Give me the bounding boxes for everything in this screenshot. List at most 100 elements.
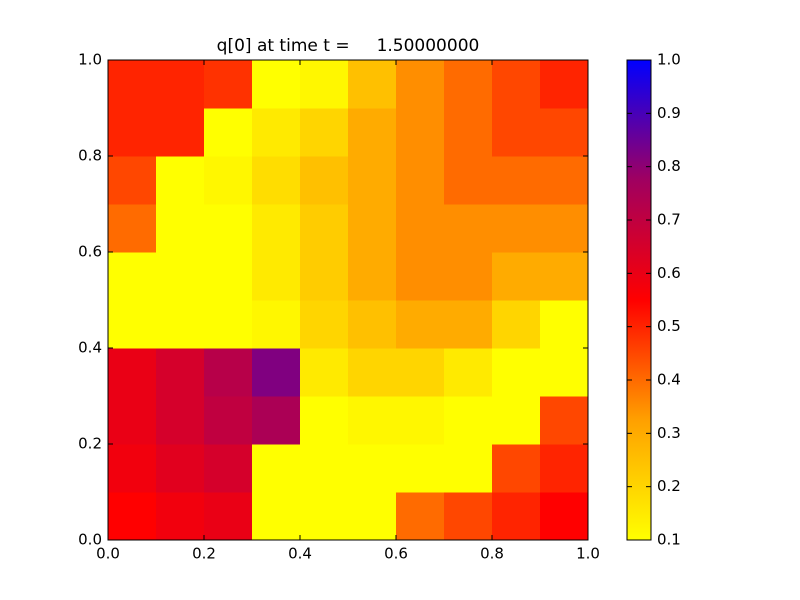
x-tick-label: 0.8 xyxy=(480,545,504,563)
heat-cell xyxy=(300,444,349,493)
colorbar-tick-label: 1.0 xyxy=(657,51,681,69)
colorbar-tick-label: 0.6 xyxy=(657,264,681,282)
colorbar-tick-label: 0.4 xyxy=(657,371,681,389)
heat-cell xyxy=(348,348,397,397)
heat-cell xyxy=(300,396,349,445)
heat-cell xyxy=(252,444,301,493)
heat-cell xyxy=(396,492,445,541)
heat-cell xyxy=(204,300,253,349)
heat-cell xyxy=(108,348,157,397)
heat-cell xyxy=(540,492,589,541)
x-tick-label: 0.2 xyxy=(192,545,216,563)
colorbar xyxy=(626,59,652,541)
heat-cell xyxy=(444,108,493,157)
heat-cell xyxy=(108,300,157,349)
heat-cell xyxy=(252,348,301,397)
heat-cell xyxy=(156,60,205,109)
heat-cell xyxy=(204,204,253,253)
heat-cell xyxy=(348,60,397,109)
heat-cell xyxy=(300,108,349,157)
heat-cell xyxy=(252,204,301,253)
heat-cell xyxy=(492,396,541,445)
heat-cell xyxy=(204,252,253,301)
heat-cell xyxy=(252,252,301,301)
heat-cell xyxy=(396,444,445,493)
heat-cell xyxy=(204,156,253,205)
heat-cell xyxy=(540,108,589,157)
heat-cell xyxy=(156,204,205,253)
heat-cell xyxy=(444,348,493,397)
heat-cell xyxy=(156,492,205,541)
heat-cell xyxy=(300,492,349,541)
heat-cell xyxy=(348,156,397,205)
heat-cell xyxy=(204,60,253,109)
heat-cell xyxy=(540,396,589,445)
heat-cell xyxy=(204,108,253,157)
x-tick-label: 0.4 xyxy=(288,545,312,563)
heat-cell xyxy=(540,252,589,301)
heat-cell xyxy=(348,204,397,253)
heat-cell xyxy=(396,108,445,157)
colorbar-tick-label: 0.2 xyxy=(657,477,681,495)
heat-cell xyxy=(492,444,541,493)
heat-cell xyxy=(300,156,349,205)
heat-cell xyxy=(444,204,493,253)
heat-cell xyxy=(444,156,493,205)
heat-cell xyxy=(204,396,253,445)
heat-cell xyxy=(540,348,589,397)
heat-cell xyxy=(156,108,205,157)
heat-cell xyxy=(108,108,157,157)
heat-cell xyxy=(492,300,541,349)
heat-cell xyxy=(156,396,205,445)
heat-cell xyxy=(108,204,157,253)
heat-cell xyxy=(156,444,205,493)
heat-cell xyxy=(252,492,301,541)
heat-cell xyxy=(492,252,541,301)
chart-title: q[0] at time t = 1.50000000 xyxy=(217,36,480,56)
heat-cell xyxy=(108,444,157,493)
heat-cell xyxy=(444,252,493,301)
heat-cell xyxy=(204,444,253,493)
heat-cell xyxy=(108,252,157,301)
y-tick-label: 0.4 xyxy=(78,339,102,357)
heat-cell xyxy=(108,396,157,445)
heat-cell xyxy=(540,156,589,205)
heat-cell xyxy=(252,108,301,157)
heat-cell xyxy=(156,348,205,397)
heat-cell xyxy=(252,156,301,205)
heat-cell xyxy=(444,396,493,445)
heat-cell xyxy=(492,108,541,157)
heat-cell xyxy=(300,60,349,109)
heat-cell xyxy=(396,252,445,301)
heat-cell xyxy=(492,348,541,397)
heat-cell xyxy=(348,108,397,157)
heat-cell xyxy=(492,156,541,205)
heat-cell xyxy=(108,156,157,205)
heat-cell xyxy=(444,492,493,541)
heat-cell xyxy=(492,204,541,253)
heat-cell xyxy=(348,300,397,349)
heat-cell xyxy=(156,252,205,301)
y-tick-label: 0.8 xyxy=(78,147,102,165)
heat-cell xyxy=(348,444,397,493)
heat-cell xyxy=(444,60,493,109)
heat-cell xyxy=(252,60,301,109)
heat-cell xyxy=(300,348,349,397)
heat-cell xyxy=(156,156,205,205)
heat-cell xyxy=(396,60,445,109)
heat-cell xyxy=(348,492,397,541)
heat-cell xyxy=(348,252,397,301)
heat-cell xyxy=(204,492,253,541)
y-tick-label: 1.0 xyxy=(78,51,102,69)
heat-cell xyxy=(348,396,397,445)
heat-cell xyxy=(108,60,157,109)
heat-cell xyxy=(300,252,349,301)
colorbar-tick-label: 0.7 xyxy=(657,211,681,229)
heat-cell xyxy=(396,348,445,397)
heat-cell xyxy=(300,300,349,349)
heat-cell xyxy=(156,300,205,349)
colorbar-tick-label: 0.9 xyxy=(657,104,681,122)
heat-cell xyxy=(444,300,493,349)
x-tick-label: 0.6 xyxy=(384,545,408,563)
